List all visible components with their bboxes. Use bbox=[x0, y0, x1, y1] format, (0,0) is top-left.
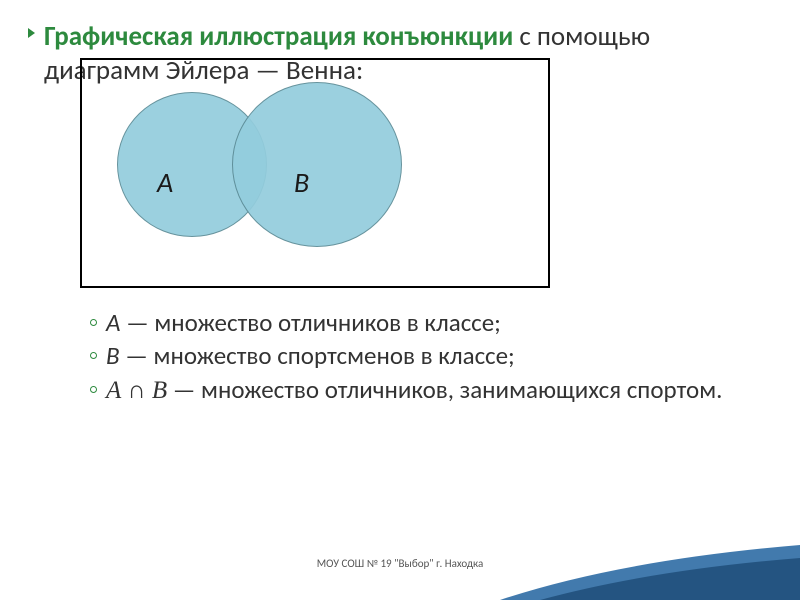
bullet-circle-icon bbox=[90, 352, 97, 359]
def-item: А — множество отличников в классе; bbox=[90, 306, 770, 340]
def-text: — множество отличников, занимающихся спо… bbox=[167, 374, 722, 405]
title-green-part: Графическая иллюстрация конъюнкции bbox=[44, 20, 513, 53]
venn-label-a: A bbox=[157, 165, 173, 200]
bullet-arrow-icon bbox=[28, 28, 35, 38]
venn-circle-b bbox=[232, 82, 402, 247]
bullet-circle-icon bbox=[90, 319, 97, 326]
def-item: А ∩ В — множество отличников, занимающих… bbox=[90, 373, 770, 408]
def-text: — множество отличников в классе; bbox=[120, 307, 500, 338]
def-letter: В bbox=[106, 340, 120, 371]
venn-diagram: A B bbox=[80, 58, 550, 288]
def-item: В — множество спортсменов в классе; bbox=[90, 339, 770, 373]
def-text: — множество спортсменов в классе; bbox=[120, 340, 515, 371]
venn-label-b: B bbox=[294, 165, 309, 200]
def-letter: А bbox=[106, 307, 120, 338]
definitions-list: А — множество отличников в классе; В — м… bbox=[90, 306, 770, 408]
decor-swoosh-icon bbox=[500, 540, 800, 600]
def-letter: А ∩ В bbox=[106, 377, 167, 404]
bullet-circle-icon bbox=[90, 386, 97, 393]
